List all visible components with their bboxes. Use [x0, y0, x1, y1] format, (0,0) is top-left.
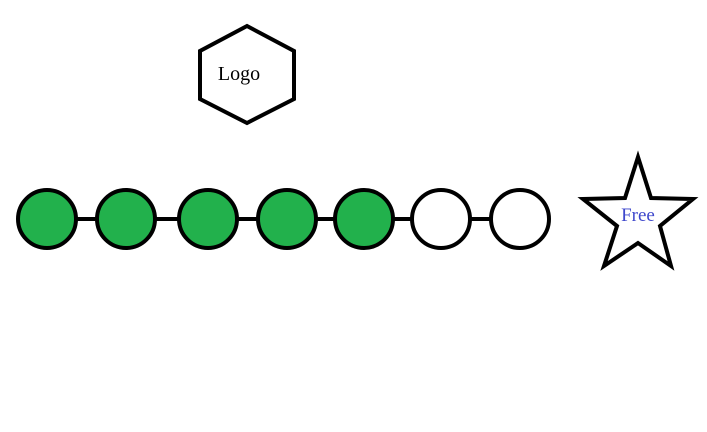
stamp-empty	[489, 188, 551, 250]
star-icon	[577, 150, 699, 271]
logo-label: Logo	[218, 63, 260, 85]
logo: Logo	[198, 23, 296, 126]
stamp-filled	[16, 188, 78, 250]
reward-label: Free	[621, 205, 655, 226]
stamp-filled	[333, 188, 395, 250]
stamp-progress	[16, 188, 551, 250]
hexagon-icon	[198, 23, 296, 126]
stamp-filled	[95, 188, 157, 250]
stamp-empty	[410, 188, 472, 250]
reward: Free	[577, 150, 699, 271]
stamp-filled	[177, 188, 239, 250]
stamp-filled	[256, 188, 318, 250]
